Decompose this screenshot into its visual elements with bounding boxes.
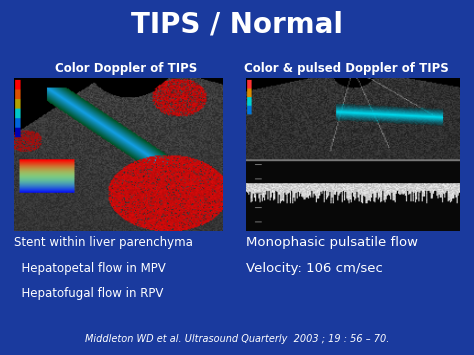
- Text: Hepatofugal flow in RPV: Hepatofugal flow in RPV: [14, 287, 164, 300]
- Text: TIPS / Normal: TIPS / Normal: [131, 11, 343, 39]
- Text: Color & pulsed Doppler of TIPS: Color & pulsed Doppler of TIPS: [244, 62, 449, 75]
- Text: Color Doppler of TIPS: Color Doppler of TIPS: [55, 62, 197, 75]
- Text: Monophasic pulsatile flow: Monophasic pulsatile flow: [246, 236, 419, 249]
- Text: Stent within liver parenchyma: Stent within liver parenchyma: [14, 236, 193, 249]
- Text: Velocity: 106 cm/sec: Velocity: 106 cm/sec: [246, 262, 383, 275]
- Text: Hepatopetal flow in MPV: Hepatopetal flow in MPV: [14, 262, 166, 275]
- Text: Middleton WD et al. Ultrasound Quarterly  2003 ; 19 : 56 – 70.: Middleton WD et al. Ultrasound Quarterly…: [85, 334, 389, 344]
